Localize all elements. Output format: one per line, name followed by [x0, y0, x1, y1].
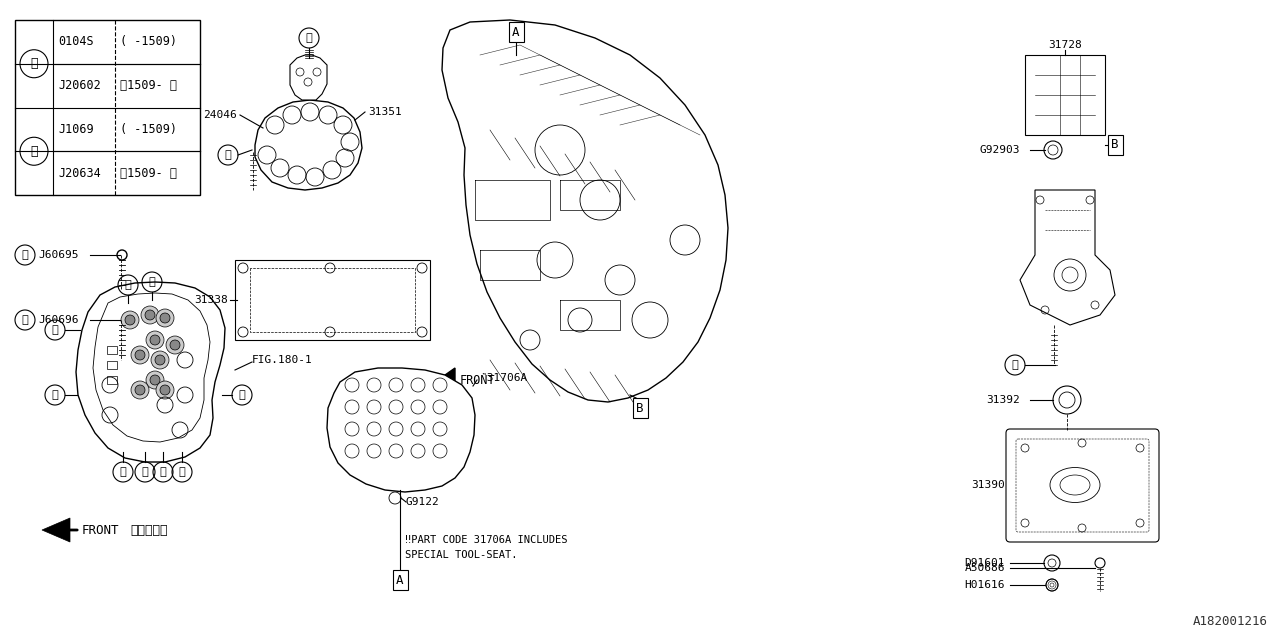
Circle shape: [156, 381, 174, 399]
Text: 31392: 31392: [987, 395, 1020, 405]
Text: B: B: [1111, 138, 1119, 152]
Circle shape: [151, 351, 169, 369]
Polygon shape: [326, 368, 475, 492]
Circle shape: [1046, 579, 1059, 591]
Text: 31338: 31338: [195, 295, 228, 305]
Circle shape: [125, 315, 134, 325]
Circle shape: [1044, 555, 1060, 571]
Text: ①: ①: [1011, 360, 1019, 370]
Text: J20602: J20602: [58, 79, 101, 92]
Text: SPECIAL TOOL-SEAT.: SPECIAL TOOL-SEAT.: [404, 550, 517, 560]
Text: ④: ④: [160, 467, 166, 477]
Circle shape: [116, 315, 127, 325]
Circle shape: [146, 331, 164, 349]
FancyBboxPatch shape: [1016, 439, 1149, 532]
Text: 〨1509- 〩: 〨1509- 〩: [120, 79, 177, 92]
Circle shape: [156, 309, 174, 327]
Polygon shape: [442, 20, 728, 402]
Circle shape: [134, 350, 145, 360]
Circle shape: [150, 335, 160, 345]
Text: ①: ①: [31, 57, 37, 70]
Text: ②: ②: [224, 150, 232, 160]
Text: ③: ③: [238, 390, 246, 400]
Text: ④: ④: [22, 315, 28, 325]
Circle shape: [170, 340, 180, 350]
Circle shape: [141, 306, 159, 324]
Text: 〨1509- 〩: 〨1509- 〩: [120, 166, 177, 180]
Text: A: A: [512, 26, 520, 38]
FancyBboxPatch shape: [1006, 429, 1158, 542]
Circle shape: [160, 385, 170, 395]
Circle shape: [146, 371, 164, 389]
Text: FRONT: FRONT: [460, 374, 495, 387]
Circle shape: [166, 336, 184, 354]
Polygon shape: [291, 55, 326, 100]
Polygon shape: [93, 293, 210, 442]
Text: B: B: [636, 401, 644, 415]
Text: ( -1509): ( -1509): [120, 123, 177, 136]
Text: 31728: 31728: [1048, 40, 1082, 50]
Text: 31351: 31351: [369, 107, 402, 117]
Text: G92903: G92903: [979, 145, 1020, 155]
Text: ＜上面図＞: ＜上面図＞: [131, 524, 168, 536]
Text: ④: ④: [148, 277, 155, 287]
Text: ④: ④: [124, 280, 132, 290]
Bar: [1025, 55, 1105, 135]
Text: H01616: H01616: [965, 580, 1005, 590]
Text: ④: ④: [142, 467, 148, 477]
Text: ①: ①: [306, 33, 312, 43]
Text: ‼PART CODE 31706A INCLUDES: ‼PART CODE 31706A INCLUDES: [404, 535, 567, 545]
Text: J60696: J60696: [38, 315, 78, 325]
Polygon shape: [42, 518, 70, 542]
Circle shape: [145, 310, 155, 320]
Polygon shape: [236, 260, 430, 340]
Circle shape: [155, 355, 165, 365]
Bar: [15, 20, 200, 195]
Text: D91601: D91601: [965, 558, 1005, 568]
Circle shape: [131, 346, 148, 364]
Text: 0104S: 0104S: [58, 35, 93, 49]
Text: 24046: 24046: [204, 110, 237, 120]
Text: A50686: A50686: [965, 563, 1005, 573]
Circle shape: [1094, 558, 1105, 568]
Text: ②: ②: [31, 145, 37, 157]
Text: J20634: J20634: [58, 166, 101, 180]
Text: FRONT: FRONT: [82, 524, 119, 536]
Circle shape: [122, 311, 140, 329]
Polygon shape: [76, 282, 225, 462]
Circle shape: [134, 385, 145, 395]
Bar: [108, 361, 116, 369]
Text: J60695: J60695: [38, 250, 78, 260]
Bar: [108, 376, 116, 384]
Circle shape: [150, 375, 160, 385]
Bar: [108, 346, 116, 354]
Text: G9122: G9122: [404, 497, 439, 507]
Circle shape: [160, 313, 170, 323]
Text: ④: ④: [51, 325, 59, 335]
Text: FIG.180-1: FIG.180-1: [252, 355, 312, 365]
Circle shape: [131, 381, 148, 399]
Text: A182001216: A182001216: [1193, 615, 1268, 628]
Polygon shape: [1020, 190, 1115, 325]
Text: ‶31706A: ‶31706A: [480, 373, 527, 383]
Text: 31390: 31390: [972, 480, 1005, 490]
Text: ④: ④: [119, 467, 127, 477]
Polygon shape: [255, 100, 362, 190]
Text: ③: ③: [22, 250, 28, 260]
Circle shape: [116, 250, 127, 260]
Text: J1069: J1069: [58, 123, 93, 136]
Text: ④: ④: [179, 467, 186, 477]
Text: ( -1509): ( -1509): [120, 35, 177, 49]
Text: ③: ③: [51, 390, 59, 400]
Text: A: A: [397, 573, 403, 586]
Polygon shape: [438, 368, 454, 392]
